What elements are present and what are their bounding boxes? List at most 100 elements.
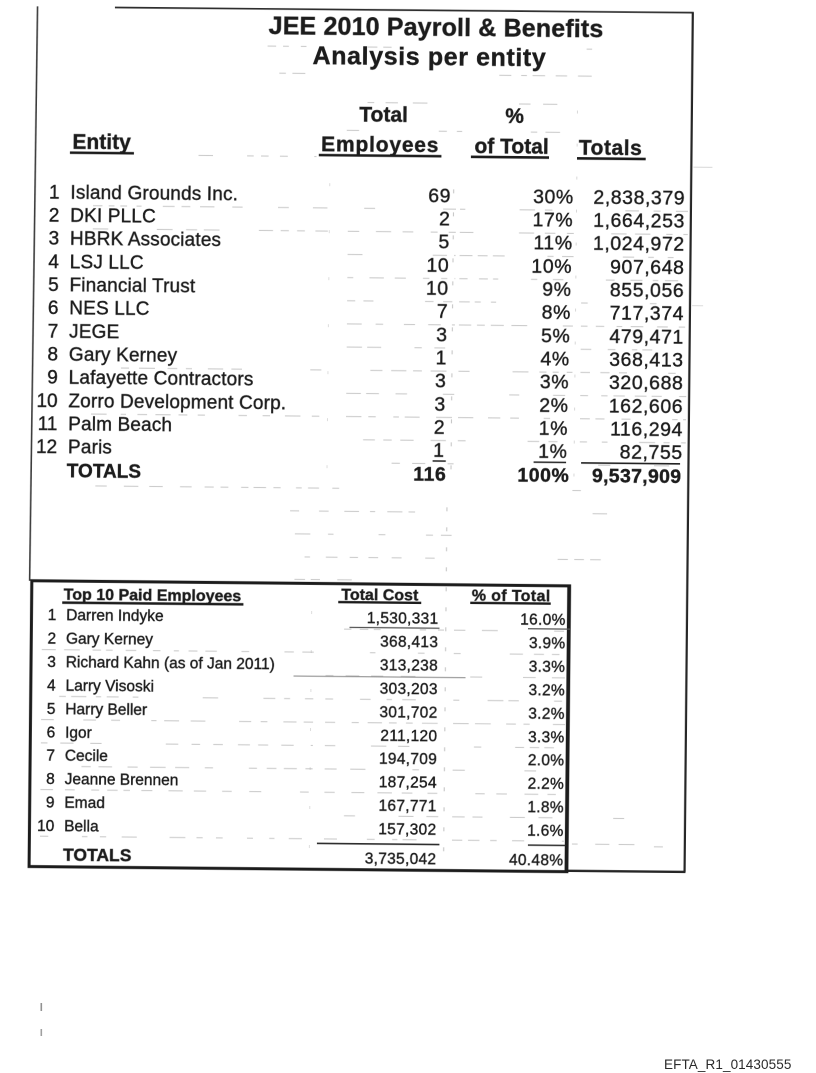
svg-text:211,120: 211,120 bbox=[380, 727, 437, 745]
svg-text:717,374: 717,374 bbox=[610, 303, 685, 326]
svg-text:1.8%: 1.8% bbox=[527, 799, 564, 816]
svg-text:5: 5 bbox=[47, 701, 56, 718]
svg-text:479,471: 479,471 bbox=[609, 326, 684, 349]
svg-text:2%: 2% bbox=[539, 394, 569, 416]
svg-text:DKI PLLC: DKI PLLC bbox=[70, 206, 156, 228]
svg-text:167,771: 167,771 bbox=[378, 798, 436, 816]
svg-text:Cecile: Cecile bbox=[65, 748, 108, 765]
svg-text:Gary Kerney: Gary Kerney bbox=[69, 345, 178, 367]
svg-text:NES LLC: NES LLC bbox=[69, 298, 149, 320]
svg-text:303,203: 303,203 bbox=[380, 681, 438, 699]
svg-text:1%: 1% bbox=[539, 418, 569, 440]
svg-text:116,294: 116,294 bbox=[610, 418, 683, 441]
svg-text:855,056: 855,056 bbox=[610, 279, 685, 302]
svg-text:Harry Beller: Harry Beller bbox=[65, 701, 147, 719]
svg-text:TOTALS: TOTALS bbox=[67, 461, 141, 483]
svg-text:1.6%: 1.6% bbox=[527, 823, 564, 840]
svg-text:1: 1 bbox=[435, 347, 447, 369]
svg-text:17%: 17% bbox=[532, 209, 573, 231]
svg-text:82,755: 82,755 bbox=[620, 442, 683, 465]
svg-text:7: 7 bbox=[437, 301, 449, 323]
svg-text:3: 3 bbox=[49, 229, 60, 250]
svg-text:157,302: 157,302 bbox=[378, 821, 436, 839]
svg-text:2: 2 bbox=[47, 631, 56, 648]
svg-text:Jeanne Brennen: Jeanne Brennen bbox=[65, 771, 179, 789]
svg-text:5%: 5% bbox=[541, 325, 571, 347]
svg-text:2: 2 bbox=[439, 208, 451, 230]
svg-text:2,838,379: 2,838,379 bbox=[593, 187, 685, 210]
svg-text:313,238: 313,238 bbox=[380, 657, 438, 675]
svg-text:1: 1 bbox=[49, 182, 60, 203]
svg-text:3%: 3% bbox=[540, 371, 570, 393]
svg-text:4%: 4% bbox=[540, 348, 570, 370]
svg-text:368,413: 368,413 bbox=[609, 349, 684, 372]
svg-text:Total Cost: Total Cost bbox=[341, 587, 419, 605]
svg-text:69: 69 bbox=[428, 185, 451, 207]
svg-text:7: 7 bbox=[48, 321, 59, 342]
svg-text:368,413: 368,413 bbox=[380, 634, 438, 652]
svg-text:5: 5 bbox=[438, 231, 450, 253]
svg-text:8%: 8% bbox=[542, 302, 572, 324]
svg-text:3.3%: 3.3% bbox=[528, 729, 565, 746]
svg-text:1%: 1% bbox=[538, 441, 568, 463]
svg-text:5: 5 bbox=[48, 275, 59, 296]
svg-text:Palm Beach: Palm Beach bbox=[68, 414, 172, 436]
svg-text:3: 3 bbox=[435, 370, 447, 392]
svg-text:16.0%: 16.0% bbox=[520, 612, 566, 629]
svg-text:10: 10 bbox=[426, 278, 449, 300]
svg-text:TOTALS: TOTALS bbox=[63, 845, 132, 866]
svg-text:of Total: of Total bbox=[474, 135, 548, 159]
svg-text:194,709: 194,709 bbox=[379, 751, 437, 769]
svg-text:%: % bbox=[505, 105, 524, 128]
svg-text:3: 3 bbox=[434, 393, 446, 415]
svg-text:Financial Trust: Financial Trust bbox=[69, 275, 196, 297]
svg-text:12: 12 bbox=[36, 437, 57, 458]
svg-text:10: 10 bbox=[37, 818, 55, 835]
svg-text:4: 4 bbox=[48, 252, 59, 273]
svg-text:9: 9 bbox=[46, 795, 55, 812]
svg-text:3,735,042: 3,735,042 bbox=[365, 850, 437, 868]
svg-text:162,606: 162,606 bbox=[609, 395, 684, 418]
svg-text:3.3%: 3.3% bbox=[529, 659, 566, 676]
svg-text:Paris: Paris bbox=[68, 437, 112, 458]
svg-text:3.9%: 3.9% bbox=[529, 635, 566, 652]
svg-text:10%: 10% bbox=[531, 255, 572, 277]
svg-text:40.48%: 40.48% bbox=[509, 852, 564, 870]
svg-text:3.2%: 3.2% bbox=[528, 705, 565, 722]
svg-text:30%: 30% bbox=[533, 186, 574, 208]
svg-text:Top 10 Paid Employees: Top 10 Paid Employees bbox=[64, 587, 242, 606]
svg-text:9%: 9% bbox=[542, 279, 572, 301]
svg-text:1,664,253: 1,664,253 bbox=[593, 210, 685, 233]
svg-text:Total: Total bbox=[359, 104, 408, 127]
svg-text:907,648: 907,648 bbox=[610, 256, 685, 279]
svg-text:Zorro Development Corp.: Zorro Development Corp. bbox=[68, 391, 286, 414]
svg-text:Gary Kerney: Gary Kerney bbox=[66, 631, 153, 649]
svg-text:6: 6 bbox=[47, 724, 56, 741]
svg-text:3: 3 bbox=[47, 654, 56, 671]
svg-text:116: 116 bbox=[413, 463, 446, 485]
svg-text:8: 8 bbox=[47, 344, 58, 365]
svg-text:4: 4 bbox=[47, 677, 56, 694]
svg-text:EFTA_R1_01430555: EFTA_R1_01430555 bbox=[664, 1057, 791, 1072]
svg-text:320,688: 320,688 bbox=[609, 372, 684, 395]
svg-text:1: 1 bbox=[433, 440, 445, 462]
svg-text:Totals: Totals bbox=[579, 137, 643, 161]
svg-text:9: 9 bbox=[47, 368, 58, 389]
svg-text:11: 11 bbox=[38, 414, 58, 435]
svg-text:8: 8 bbox=[46, 771, 55, 788]
svg-text:1,024,972: 1,024,972 bbox=[593, 233, 685, 256]
svg-text:JEGE: JEGE bbox=[69, 321, 119, 342]
svg-text:Igor: Igor bbox=[65, 724, 92, 741]
svg-text:% of Total: % of Total bbox=[472, 587, 551, 605]
svg-text:Lafayette Contractors: Lafayette Contractors bbox=[69, 368, 254, 391]
svg-text:2: 2 bbox=[49, 206, 60, 227]
svg-text:100%: 100% bbox=[517, 464, 569, 486]
svg-text:2.0%: 2.0% bbox=[528, 752, 565, 769]
svg-text:10: 10 bbox=[426, 254, 449, 276]
svg-text:7: 7 bbox=[46, 748, 55, 765]
svg-text:Richard Kahn (as of Jan 2011): Richard Kahn (as of Jan 2011) bbox=[66, 654, 275, 673]
svg-text:JEE 2010 Payroll & Benefits: JEE 2010 Payroll & Benefits bbox=[269, 12, 604, 43]
svg-text:Island Grounds Inc.: Island Grounds Inc. bbox=[70, 183, 238, 206]
svg-text:187,254: 187,254 bbox=[379, 774, 437, 792]
svg-text:301,702: 301,702 bbox=[379, 704, 437, 722]
